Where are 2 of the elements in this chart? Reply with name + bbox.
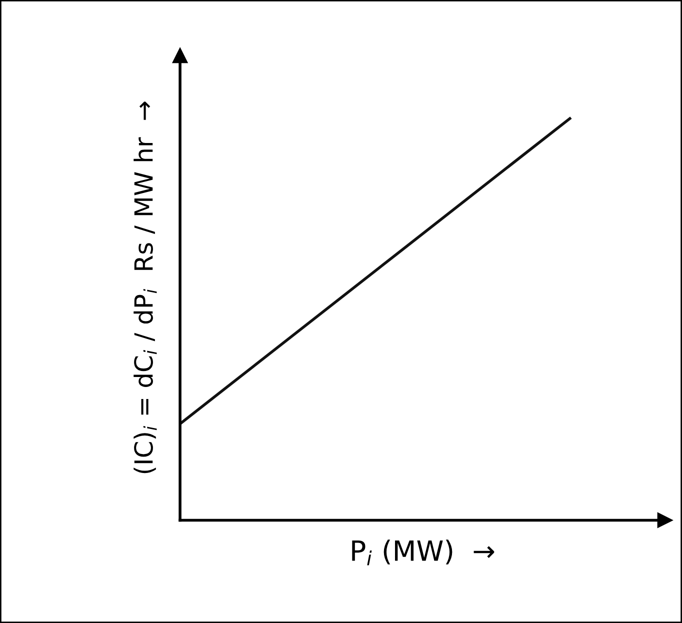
y-axis-title: (IC)$_{i}$ = dC$_{i}$ / dP$_{i}$ Rs / MW hr →: [134, 102, 157, 474]
x-axis-title: P$_{i}$ (MW) →: [352, 540, 494, 566]
